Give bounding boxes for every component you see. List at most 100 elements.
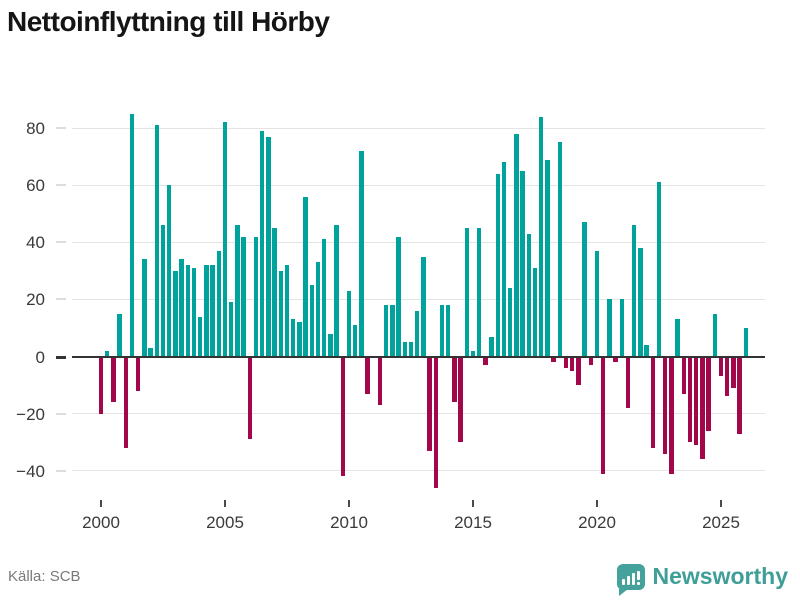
- bar: [204, 265, 209, 357]
- bar: [148, 347, 153, 357]
- y-tick-label: 40: [26, 233, 45, 253]
- bar: [197, 316, 203, 357]
- bar: [154, 125, 160, 357]
- bar: [495, 173, 501, 357]
- gridline: [72, 298, 765, 300]
- bar: [340, 357, 346, 477]
- bar: [253, 236, 259, 357]
- newsworthy-logo-icon: [616, 563, 645, 596]
- bar: [408, 342, 414, 357]
- bar: [631, 225, 637, 357]
- bar: [98, 357, 104, 414]
- bar: [737, 357, 742, 434]
- bar: [576, 357, 581, 386]
- bar: [675, 319, 680, 357]
- bar: [656, 182, 662, 357]
- bar: [607, 299, 612, 357]
- bar: [160, 225, 166, 357]
- bar: [377, 357, 383, 406]
- bar: [514, 133, 519, 357]
- bar: [247, 357, 253, 440]
- x-tick: [472, 500, 474, 507]
- bar: [638, 248, 643, 357]
- bar: [464, 228, 470, 357]
- page-title: Nettoinflyttning till Hörby: [7, 6, 330, 37]
- bar: [272, 228, 277, 357]
- bar: [569, 357, 575, 371]
- bar: [334, 225, 339, 357]
- bar: [309, 285, 315, 357]
- bar: [724, 357, 730, 397]
- bar: [421, 256, 426, 357]
- bar: [359, 150, 364, 357]
- bar: [625, 357, 631, 408]
- bar: [551, 357, 556, 363]
- bar: [290, 319, 296, 357]
- bar: [142, 259, 147, 357]
- bar: [470, 350, 476, 357]
- bar: [526, 233, 532, 357]
- bar: [396, 236, 401, 357]
- bar: [600, 357, 606, 474]
- x-tick: [100, 500, 102, 507]
- gridline: [72, 241, 765, 243]
- bar: [123, 357, 129, 448]
- y-tick-label: 0: [35, 347, 45, 367]
- bar: [111, 357, 116, 403]
- bar: [179, 259, 184, 357]
- bar: [731, 357, 736, 388]
- brand-name: Newsworthy: [652, 563, 788, 589]
- y-tick: [56, 241, 66, 244]
- bar: [135, 357, 141, 391]
- bar: [532, 267, 538, 357]
- x-tick-label: 2025: [702, 513, 740, 532]
- x-tick-label: 2010: [330, 513, 368, 532]
- y-tick: [56, 412, 66, 415]
- bar: [693, 357, 699, 445]
- y-tick: [56, 298, 66, 301]
- bar: [644, 345, 649, 357]
- bar: [433, 357, 439, 488]
- bar: [507, 287, 513, 357]
- bar: [185, 265, 191, 357]
- bar: [117, 313, 122, 357]
- bar: [669, 357, 674, 474]
- bar: [297, 322, 302, 357]
- bar: [563, 357, 569, 368]
- bar: [328, 333, 333, 357]
- bar: [266, 136, 271, 357]
- bar: [315, 262, 321, 357]
- bar: [414, 310, 420, 357]
- bar: [284, 265, 290, 357]
- bar: [619, 299, 625, 357]
- gridline: [72, 184, 765, 186]
- bar: [520, 170, 525, 357]
- bar: [278, 270, 284, 357]
- bar: [650, 357, 656, 448]
- bar: [557, 142, 563, 357]
- bar: [501, 162, 507, 357]
- bar: [594, 250, 600, 357]
- x-tick-label: 2020: [578, 513, 616, 532]
- y-tick-label: −20: [16, 404, 45, 424]
- bar: [216, 250, 222, 357]
- bar: [452, 357, 457, 403]
- bar: [259, 130, 265, 357]
- gridline: [72, 413, 765, 415]
- bar: [365, 357, 370, 394]
- bar: [700, 357, 705, 460]
- bar: [445, 305, 451, 357]
- bar: [706, 357, 711, 431]
- bar: [458, 357, 463, 443]
- bar: [476, 228, 482, 357]
- bar: [228, 302, 234, 357]
- bar: [545, 159, 550, 357]
- bar: [303, 196, 308, 357]
- bar: [166, 185, 172, 357]
- x-tick: [224, 500, 226, 507]
- bar: [582, 222, 587, 357]
- gridline: [72, 470, 765, 472]
- bar: [104, 350, 110, 357]
